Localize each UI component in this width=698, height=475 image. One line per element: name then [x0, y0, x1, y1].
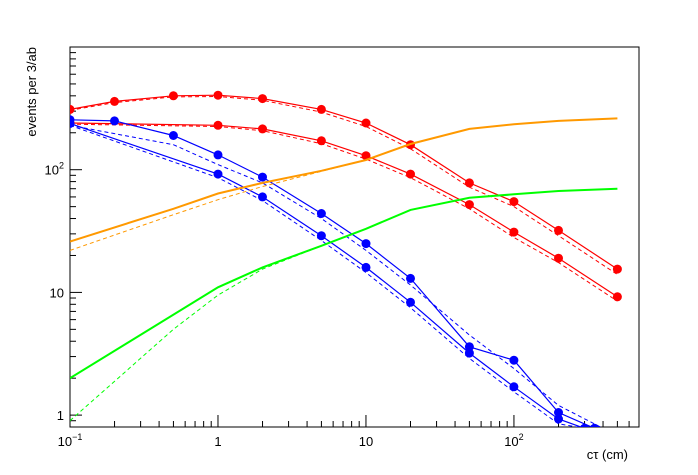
series-7-marker — [554, 414, 563, 424]
series-line-9 — [70, 117, 618, 243]
series-7-marker — [361, 262, 371, 272]
series-line-4 — [70, 123, 618, 302]
series-line-6 — [70, 124, 602, 427]
series-3-marker — [406, 169, 415, 179]
axis-tick-labels: 10−1 1 10 102 1 10 102 — [45, 161, 524, 449]
series-5-marker — [554, 408, 563, 417]
series-line-1 — [70, 94, 618, 270]
y-axis-title: events per 3/ab — [24, 47, 39, 137]
series-1-marker — [361, 118, 371, 128]
series-5-marker — [213, 150, 223, 160]
series-5-marker — [110, 116, 119, 126]
series-line-5 — [70, 119, 594, 427]
series-3-marker — [509, 227, 519, 237]
series-1-marker — [612, 264, 622, 274]
plot-border — [69, 46, 640, 428]
y-tick-label: 10 — [50, 285, 64, 300]
series-line-11 — [70, 187, 618, 380]
series-7-marker — [316, 231, 326, 241]
series-line-2 — [70, 95, 618, 275]
series-1-marker — [168, 91, 178, 101]
data-series — [70, 90, 622, 427]
series-5-marker — [406, 273, 415, 283]
series-line-12 — [70, 188, 618, 422]
series-line-3 — [70, 122, 618, 298]
series-5-marker — [361, 239, 371, 249]
series-7-marker — [580, 423, 589, 427]
series-1-marker — [70, 104, 75, 114]
y-tick-label: 1 — [57, 408, 64, 423]
series-1-marker — [110, 96, 119, 106]
series-1-marker — [316, 104, 326, 114]
x-tick-label: 1 — [214, 434, 221, 449]
series-1-marker — [554, 225, 563, 235]
series-5-marker — [316, 209, 326, 218]
y-tick-label: 102 — [45, 161, 64, 178]
series-1-marker — [509, 197, 519, 207]
x-tick-label: 102 — [504, 432, 523, 449]
series-5-marker — [168, 131, 178, 140]
series-1-marker — [464, 178, 474, 188]
series-5-marker — [258, 172, 267, 182]
series-1-marker — [213, 90, 223, 100]
series-5-marker — [590, 423, 599, 427]
series-5-marker — [509, 355, 519, 365]
series-3-marker — [316, 136, 326, 146]
series-line-10 — [70, 117, 618, 251]
x-tick-label: 10 — [359, 434, 373, 449]
series-3-marker — [554, 253, 563, 263]
plot-frame — [69, 46, 640, 428]
x-tick-label: 10−1 — [58, 432, 83, 449]
series-7-marker — [509, 382, 519, 392]
series-7-marker — [406, 297, 415, 307]
series-line-8 — [70, 124, 580, 427]
series-5-marker — [464, 342, 474, 352]
axis-ticks — [69, 52, 640, 428]
series-line-7 — [70, 122, 583, 427]
series-1-marker — [258, 94, 267, 104]
x-axis-title: cτ (cm) — [587, 447, 628, 462]
series-7-marker — [213, 169, 223, 179]
series-3-marker — [213, 120, 223, 130]
series-3-marker — [464, 200, 474, 210]
series-3-marker — [258, 124, 267, 134]
series-7-marker — [464, 348, 474, 358]
series-3-marker — [612, 292, 622, 302]
